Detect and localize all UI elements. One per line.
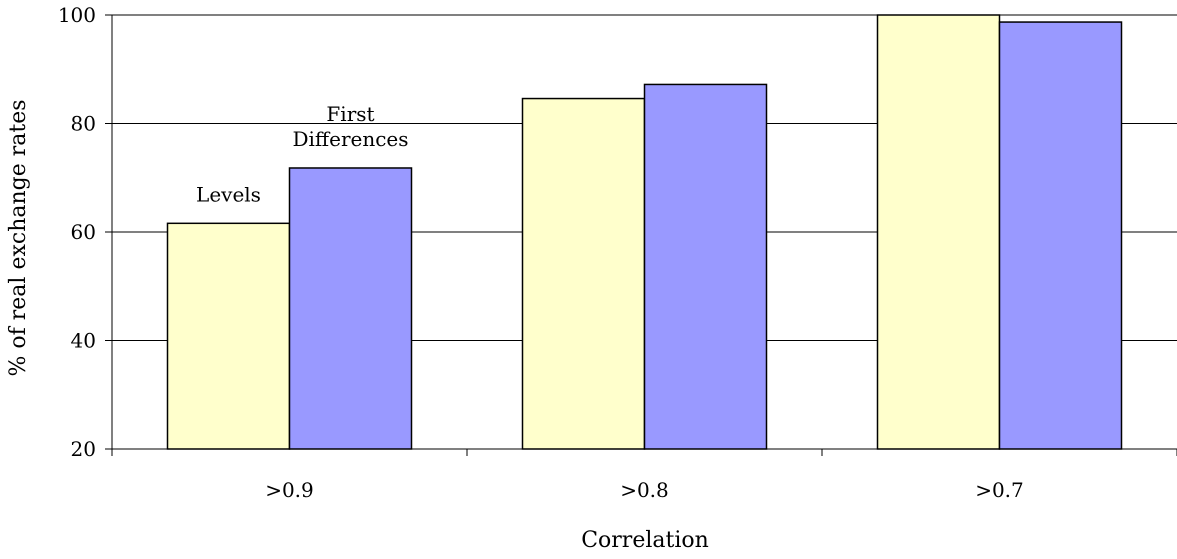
annotation-label: Levels	[196, 182, 261, 206]
bar-levels	[876, 14, 1001, 450]
x-axis-title: Correlation	[581, 528, 709, 553]
x-tick-label: >0.8	[620, 478, 669, 502]
axes	[105, 14, 1177, 456]
y-axis-title: % of real exchange rates	[6, 99, 31, 376]
labels: 20 40 60 80 100 >0.9 >0.8 >0.7 Levels FirstDiffer…	[58, 3, 1024, 502]
y-tick-label: 100	[58, 3, 96, 27]
y-tick-label: 80	[71, 112, 96, 136]
annotation-label: Differences	[292, 127, 408, 151]
x-tick-label: >0.9	[265, 478, 314, 502]
bar-first-differences	[288, 167, 413, 450]
y-tick-label: 60	[71, 220, 96, 244]
x-tick-label: >0.7	[975, 478, 1024, 502]
y-tick-label: 20	[71, 437, 96, 461]
y-tick-label: 40	[71, 329, 96, 353]
annotation-label: First	[326, 102, 374, 126]
bars	[166, 14, 1123, 450]
bar-first-differences	[643, 83, 768, 450]
bar-levels	[521, 97, 646, 450]
bar-levels	[166, 222, 291, 450]
bar-first-differences	[998, 21, 1123, 450]
